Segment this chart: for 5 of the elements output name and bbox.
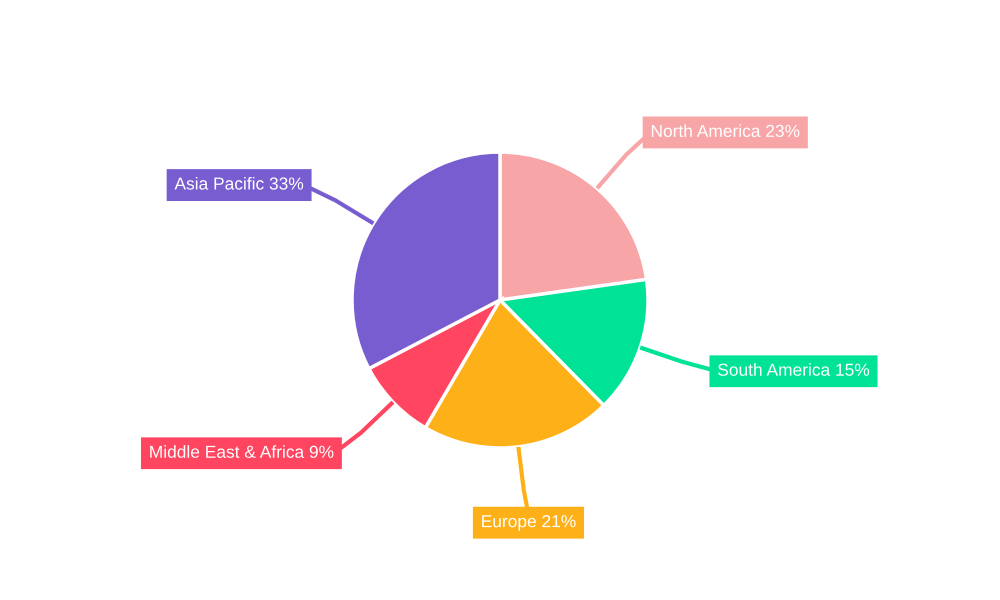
slice-label: South America 15% (718, 363, 870, 376)
slice-label: North America 23% (652, 124, 800, 138)
slice-label: Europe 21% (482, 515, 576, 531)
slice-label: Asia Pacific 33% (174, 176, 304, 190)
slice-label: Middle East & Africa 9% (150, 445, 334, 458)
